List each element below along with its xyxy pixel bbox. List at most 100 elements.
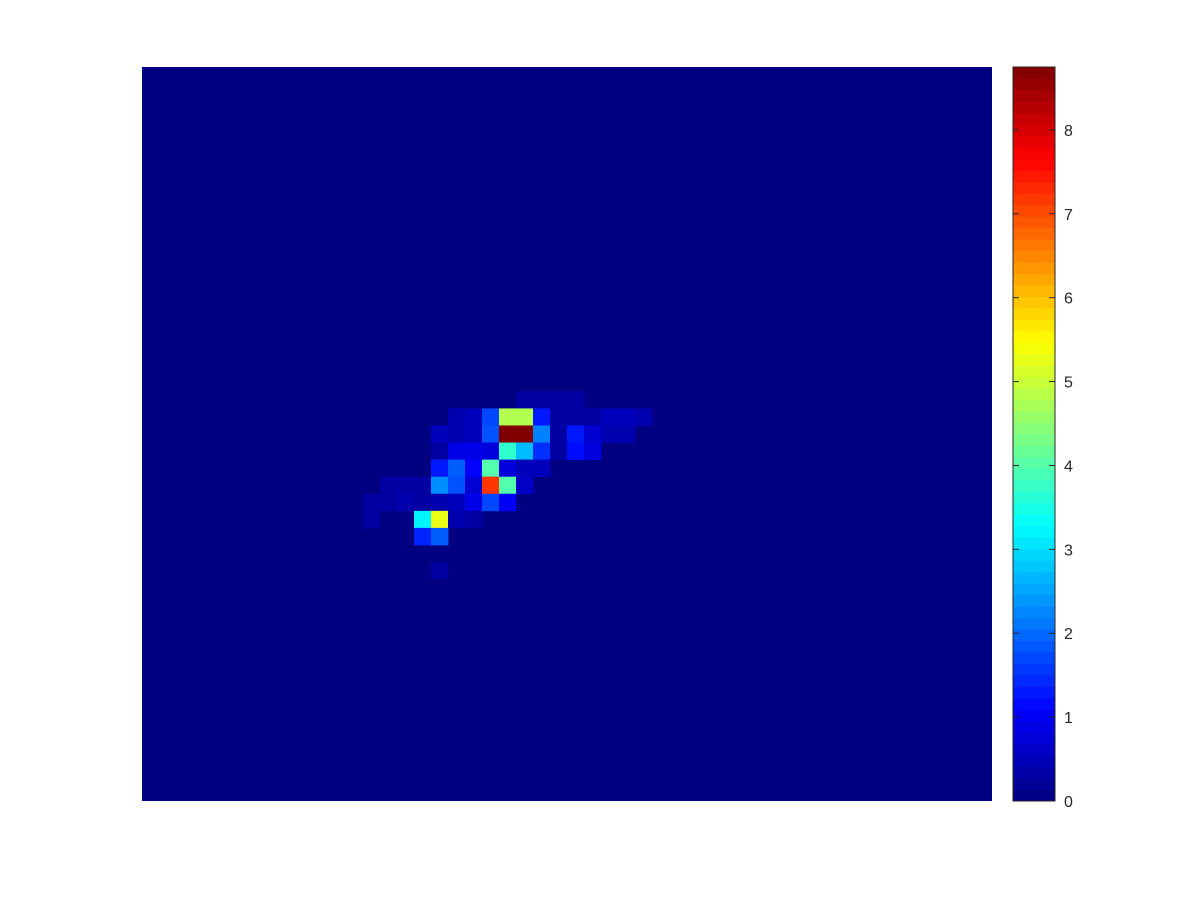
heatmap-cell: [431, 527, 449, 546]
heatmap-cell: [465, 408, 483, 426]
heatmap-cell: [465, 425, 483, 443]
colorbar-segment: [1013, 525, 1055, 538]
heatmap-cell: [533, 442, 551, 460]
heatmap-cell: [550, 425, 568, 443]
heatmap-cell: [601, 425, 619, 443]
heatmap-cell: [482, 425, 500, 443]
colorbar-segment: [1013, 422, 1055, 435]
colorbar-segment: [1013, 502, 1055, 515]
colorbar-segment: [1013, 135, 1055, 148]
heatmap-cell: [397, 476, 415, 495]
heatmap-cell: [448, 493, 466, 512]
heatmap-cell: [448, 476, 466, 495]
heatmap-cell: [448, 459, 466, 478]
colorbar-segment: [1013, 651, 1055, 664]
heatmap-cell: [414, 527, 432, 546]
colorbar-segment: [1013, 456, 1055, 469]
heatmap-cell: [516, 442, 534, 460]
colorbar-segment: [1013, 434, 1055, 446]
colorbar-segment: [1013, 560, 1055, 573]
heatmap-cell: [499, 476, 517, 495]
colorbar-segment: [1013, 514, 1055, 527]
heatmap-cell: [550, 408, 568, 426]
colorbar-segment: [1013, 445, 1055, 458]
colorbar-segment: [1013, 778, 1055, 791]
colorbar-segment: [1013, 330, 1055, 343]
heatmap-cell: [618, 425, 636, 443]
colorbar-segment: [1013, 479, 1055, 492]
heatmap-cell: [601, 408, 619, 426]
colorbar-tick-label: 2: [1064, 626, 1073, 643]
colorbar-tick-label: 1: [1064, 710, 1073, 727]
colorbar-segment: [1013, 617, 1055, 630]
colorbar-segment: [1013, 239, 1055, 251]
heatmap-cell: [465, 459, 483, 478]
colorbar-segment: [1013, 697, 1055, 710]
heatmap-cell: [431, 476, 449, 495]
heatmap-cell: [448, 408, 466, 426]
colorbar-segment: [1013, 491, 1055, 504]
heatmap-cell: [516, 408, 534, 426]
heatmap-cell: [618, 408, 636, 426]
heatmap-cell: [550, 391, 568, 409]
heatmap-cell: [363, 493, 381, 512]
colorbar-segment: [1013, 720, 1055, 733]
colorbar-segment: [1013, 296, 1055, 309]
heatmap-cell: [550, 442, 568, 460]
heatmap-cell: [482, 442, 500, 460]
colorbar-segment: [1013, 686, 1055, 699]
heatmap-cell: [448, 442, 466, 460]
heatmap-cell: [482, 408, 500, 426]
colorbar-tick-label: 0: [1064, 794, 1073, 811]
heatmap-cell: [533, 408, 551, 426]
heatmap-cell: [584, 408, 602, 426]
colorbar-frame: [1012, 66, 1056, 802]
colorbar-tick-label: 3: [1064, 542, 1073, 559]
heatmap-cell: [516, 476, 534, 495]
heatmap-cell: [397, 493, 415, 512]
colorbar-segment: [1013, 663, 1055, 676]
heatmap-cell: [584, 425, 602, 443]
heatmap-plot-area: [142, 67, 992, 801]
heatmap-cell: [635, 408, 653, 426]
heatmap-cell: [465, 442, 483, 460]
colorbar-tick-label: 6: [1064, 291, 1073, 308]
heatmap-cell: [414, 476, 432, 495]
colorbar-segment: [1013, 284, 1055, 297]
colorbar-segment: [1013, 353, 1055, 366]
heatmap-cell: [465, 476, 483, 495]
heatmap-cell: [499, 493, 517, 512]
heatmap-cell: [567, 408, 585, 426]
colorbar-segment: [1013, 147, 1055, 160]
colorbar-segment: [1013, 411, 1055, 424]
colorbar-segment: [1013, 261, 1055, 274]
colorbar-segment: [1013, 89, 1055, 102]
colorbar-segment: [1013, 365, 1055, 378]
heatmap-cell: [465, 493, 483, 512]
colorbar-segment: [1013, 766, 1055, 779]
colorbar-segment: [1013, 709, 1055, 722]
colorbar-segment: [1013, 342, 1055, 355]
colorbar-segment: [1013, 537, 1055, 550]
colorbar-segment: [1013, 124, 1055, 137]
heatmap-cell: [584, 442, 602, 460]
colorbar: 0 1 2 3 4 5 6 7 8: [1012, 66, 1073, 811]
heatmap-cell: [431, 459, 449, 478]
heatmap-cell: [499, 408, 517, 426]
heatmap-cell: [448, 425, 466, 443]
colorbar-tick-label: 4: [1064, 458, 1073, 475]
heatmap-cell: [431, 510, 449, 529]
colorbar-segment: [1013, 732, 1055, 745]
colorbar-segment: [1013, 67, 1055, 79]
colorbar-segment: [1013, 674, 1055, 687]
colorbar-segment: [1013, 273, 1055, 286]
colorbar-segment: [1013, 583, 1055, 596]
heatmap-cell: [482, 476, 500, 495]
heatmap-cell: [363, 510, 381, 529]
colorbar-segment: [1013, 204, 1055, 217]
heatmap-cell: [431, 442, 449, 460]
colorbar-segment: [1013, 628, 1055, 641]
heatmap-cell: [380, 493, 398, 512]
heatmap-cell: [499, 459, 517, 478]
